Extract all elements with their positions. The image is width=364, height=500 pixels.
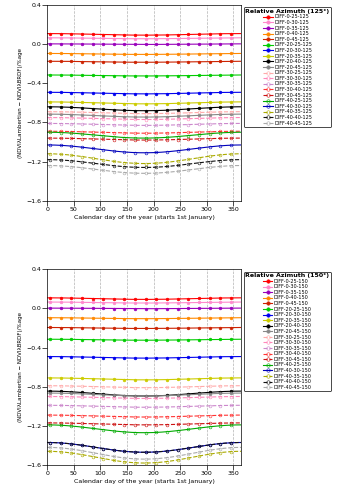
Y-axis label: (NDVIλLambertian − NDVIλBRDF)/%age: (NDVIλLambertian − NDVIλBRDF)/%age xyxy=(18,312,23,422)
X-axis label: Calendar day of the year (starts 1st January): Calendar day of the year (starts 1st Jan… xyxy=(74,479,215,484)
Y-axis label: (NDVIλLambertian − NDVIλBRDF)/%age: (NDVIλLambertian − NDVIλBRDF)/%age xyxy=(18,48,23,158)
Legend: DIFF-0-25-150, DIFF-0-30-150, DIFF-0-35-150, DIFF-0-40-150, DIFF-0-45-150, DIFF-: DIFF-0-25-150, DIFF-0-30-150, DIFF-0-35-… xyxy=(244,272,331,392)
Legend: DIFF-0-25-125, DIFF-0-30-125, DIFF-0-35-125, DIFF-0-40-125, DIFF-0-45-125, DIFF-: DIFF-0-25-125, DIFF-0-30-125, DIFF-0-35-… xyxy=(244,8,331,127)
X-axis label: Calendar day of the year (starts 1st January): Calendar day of the year (starts 1st Jan… xyxy=(74,215,215,220)
